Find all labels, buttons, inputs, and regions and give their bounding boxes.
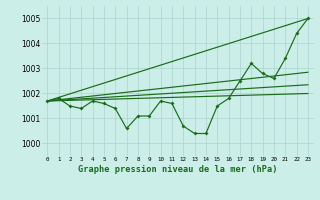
X-axis label: Graphe pression niveau de la mer (hPa): Graphe pression niveau de la mer (hPa): [78, 165, 277, 174]
